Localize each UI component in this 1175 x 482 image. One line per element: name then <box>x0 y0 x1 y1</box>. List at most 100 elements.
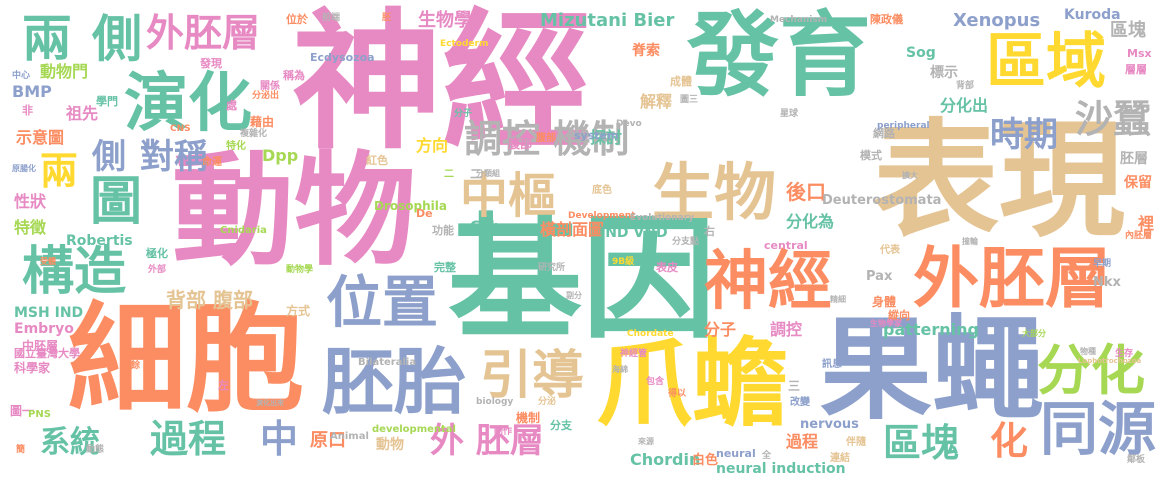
word: 生物 <box>652 156 777 229</box>
word: 受體 <box>40 257 56 266</box>
word: 神經 <box>704 245 832 319</box>
word: IND VND <box>600 225 668 241</box>
word: 基因 <box>448 201 717 357</box>
word: Robertis <box>66 233 133 249</box>
word: 伴隨 <box>846 437 866 448</box>
word: Cnidaria <box>220 225 267 236</box>
word: 同源 <box>1040 395 1157 463</box>
word: 右 <box>704 225 715 238</box>
word: 二 <box>470 167 483 181</box>
word: 對稱 <box>140 137 208 177</box>
word: 特徵 <box>14 218 47 237</box>
word: 白色 <box>692 453 719 468</box>
word: 區塊 <box>883 421 960 465</box>
word: 背部 <box>956 81 975 91</box>
word: 動態 <box>86 445 105 455</box>
word: 大部分 <box>1022 329 1046 338</box>
word: 原腸化 <box>12 164 36 173</box>
word: 左 <box>218 379 229 392</box>
word: 複雜化 <box>240 129 268 139</box>
word: 網路 <box>873 127 895 140</box>
word: Kuroda <box>1064 7 1121 23</box>
word: 腹部 <box>508 137 533 151</box>
word: Devo <box>616 119 642 129</box>
word: Msx <box>1127 47 1152 60</box>
word: 祖先 <box>66 104 99 123</box>
word: 連結 <box>830 453 850 464</box>
word: 動物 <box>172 140 416 282</box>
word: 位於 <box>286 13 308 26</box>
word: 橫剖面圖 <box>540 220 605 239</box>
word: 中 <box>260 417 299 461</box>
word: Animal <box>330 431 369 442</box>
word: 命運 <box>202 157 222 168</box>
word: 引導 <box>480 346 585 406</box>
word: 底色 <box>592 185 612 196</box>
word: 9B級 <box>612 257 635 267</box>
word: neural induction <box>716 461 846 477</box>
word: 分類組 <box>476 169 500 178</box>
word: 兩 <box>40 149 79 193</box>
word: 精細 <box>830 295 846 304</box>
word: 胚層 <box>1120 151 1148 167</box>
word: 星球 <box>780 109 799 119</box>
word: 爪蟾 <box>596 328 788 440</box>
word: 圖 <box>90 172 143 232</box>
word: 分化為 <box>786 212 835 231</box>
word: Evolutionary <box>630 213 695 223</box>
word: 前端 <box>322 13 341 23</box>
word: 圖一 <box>10 404 35 418</box>
word: Gsh <box>470 219 500 235</box>
word: Ecdysozoa <box>310 51 375 64</box>
word: 機制 <box>516 411 541 425</box>
word: 原口 <box>310 430 346 451</box>
word: Mechanism <box>770 15 828 25</box>
word: 外胚層 <box>913 240 1111 317</box>
word: 發現 <box>200 57 222 70</box>
word: 改變 <box>790 397 810 408</box>
word: 分支 <box>550 419 572 432</box>
word: 層層 <box>1125 63 1147 76</box>
word: 身體 <box>872 295 897 309</box>
word: 演化出來 <box>256 399 284 407</box>
word: Mizutani Bier <box>540 10 675 31</box>
word: 系統 <box>40 425 100 460</box>
word: 演化 <box>124 67 252 141</box>
word: 腹部 <box>536 133 556 144</box>
word: 得以 <box>668 389 687 399</box>
word: 鄰板 <box>1127 455 1146 465</box>
word: De <box>416 207 433 220</box>
word: Pax <box>866 269 893 284</box>
word: nervous <box>800 417 859 432</box>
word: 動物 <box>376 437 404 453</box>
word: 側 <box>92 10 142 68</box>
word: 模式 <box>860 149 882 162</box>
word: Dpp <box>262 146 299 165</box>
word: 化 <box>990 419 1029 463</box>
word: 早期 <box>1093 259 1112 269</box>
word: 剩餘 <box>122 361 141 371</box>
word: 動作 <box>494 427 513 437</box>
word: 訊息 <box>822 359 842 370</box>
word: Ectoderm <box>440 39 489 49</box>
word: 裡 <box>1138 214 1155 233</box>
word: 調控 機制 <box>464 117 630 161</box>
word: 神經管 <box>620 349 648 359</box>
word: central <box>764 239 808 252</box>
word: Development <box>568 211 636 221</box>
word: 海綿 <box>612 365 628 374</box>
word: 時期 <box>990 115 1058 155</box>
word: 表皮 <box>656 261 678 274</box>
word: 完整 <box>434 261 456 274</box>
word: 性狀 <box>14 192 47 211</box>
word: 分化出 <box>940 96 989 115</box>
word: 中心 <box>12 71 31 81</box>
word: 沙蠶 <box>1075 97 1152 141</box>
word: peripheral <box>877 121 930 131</box>
word: 胚胎 <box>322 340 467 424</box>
word: 處 <box>226 99 237 112</box>
word: 過程 <box>786 432 819 451</box>
word: 示意圖 <box>16 128 65 147</box>
word: 保留 <box>1124 175 1152 191</box>
